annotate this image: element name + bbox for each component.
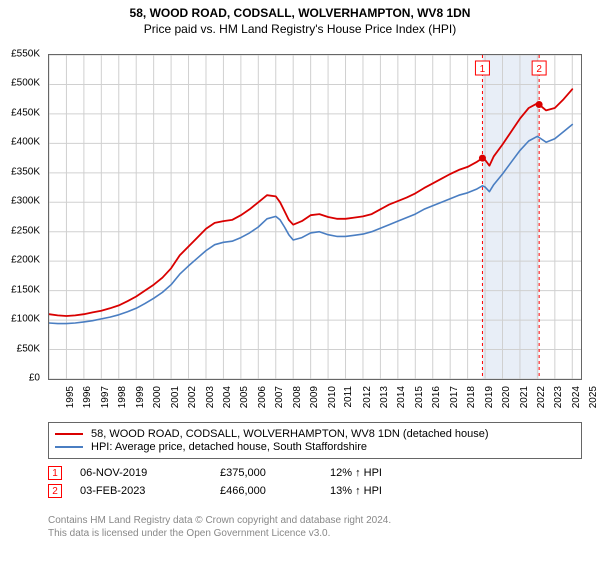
- chart-container: 58, WOOD ROAD, CODSALL, WOLVERHAMPTON, W…: [0, 6, 600, 566]
- svg-text:2: 2: [536, 64, 542, 75]
- sale-price: £375,000: [220, 467, 330, 479]
- x-tick-label: 2006: [257, 386, 268, 408]
- chart-title: 58, WOOD ROAD, CODSALL, WOLVERHAMPTON, W…: [0, 6, 600, 20]
- legend-label-hpi: HPI: Average price, detached house, Sout…: [91, 441, 367, 453]
- x-tick-label: 2003: [204, 386, 215, 408]
- plot-svg: 12: [49, 55, 581, 379]
- x-tick-label: 2011: [343, 386, 354, 408]
- x-tick-label: 2009: [309, 386, 320, 408]
- x-tick-label: 2007: [274, 386, 285, 408]
- x-tick-label: 2024: [571, 386, 582, 408]
- sale-row: 1 06-NOV-2019 £375,000 12% ↑ HPI: [48, 464, 582, 482]
- y-tick-label: £450K: [11, 107, 40, 118]
- x-tick-label: 2015: [414, 386, 425, 408]
- x-tick-label: 2004: [222, 386, 233, 408]
- y-tick-label: £100K: [11, 314, 40, 325]
- y-tick-label: £50K: [17, 343, 40, 354]
- y-tick-label: £150K: [11, 284, 40, 295]
- plot-area: 12: [48, 54, 582, 380]
- y-tick-label: £400K: [11, 137, 40, 148]
- x-tick-label: 1999: [135, 386, 146, 408]
- sales-table: 1 06-NOV-2019 £375,000 12% ↑ HPI 2 03-FE…: [48, 464, 582, 500]
- legend-item-hpi: HPI: Average price, detached house, Sout…: [55, 441, 575, 453]
- sale-date: 06-NOV-2019: [80, 467, 220, 479]
- x-tick-label: 2002: [187, 386, 198, 408]
- y-tick-label: £350K: [11, 166, 40, 177]
- y-tick-label: £200K: [11, 255, 40, 266]
- x-tick-label: 2020: [501, 386, 512, 408]
- svg-text:1: 1: [480, 64, 486, 75]
- x-tick-label: 2001: [169, 386, 180, 408]
- x-tick-label: 2012: [361, 386, 372, 408]
- legend-item-property: 58, WOOD ROAD, CODSALL, WOLVERHAMPTON, W…: [55, 428, 575, 440]
- x-tick-label: 1996: [82, 386, 93, 408]
- x-tick-label: 2022: [536, 386, 547, 408]
- sale-marker-2-icon: 2: [48, 484, 62, 498]
- x-tick-label: 2013: [379, 386, 390, 408]
- x-tick-label: 2023: [553, 386, 564, 408]
- chart-subtitle: Price paid vs. HM Land Registry's House …: [0, 22, 600, 36]
- x-tick-label: 2017: [448, 386, 459, 408]
- y-tick-label: £250K: [11, 225, 40, 236]
- x-tick-label: 2014: [396, 386, 407, 408]
- x-tick-label: 2021: [518, 386, 529, 408]
- sale-row: 2 03-FEB-2023 £466,000 13% ↑ HPI: [48, 482, 582, 500]
- sale-price: £466,000: [220, 485, 330, 497]
- sale-hpi: 12% ↑ HPI: [330, 467, 450, 479]
- legend-label-property: 58, WOOD ROAD, CODSALL, WOLVERHAMPTON, W…: [91, 428, 489, 440]
- y-tick-label: £500K: [11, 78, 40, 89]
- footer-line-2: This data is licensed under the Open Gov…: [48, 527, 582, 540]
- y-tick-label: £300K: [11, 196, 40, 207]
- x-tick-label: 2005: [239, 386, 250, 408]
- y-tick-label: £550K: [11, 49, 40, 60]
- legend-swatch-property: [55, 433, 83, 435]
- x-tick-label: 2018: [466, 386, 477, 408]
- x-tick-label: 2010: [326, 386, 337, 408]
- x-tick-label: 1998: [117, 386, 128, 408]
- footer-line-1: Contains HM Land Registry data © Crown c…: [48, 514, 582, 527]
- x-tick-label: 2008: [292, 386, 303, 408]
- x-tick-label: 1997: [100, 386, 111, 408]
- x-tick-label: 1995: [65, 386, 76, 408]
- y-tick-label: £0: [29, 373, 40, 384]
- x-tick-label: 2016: [431, 386, 442, 408]
- legend: 58, WOOD ROAD, CODSALL, WOLVERHAMPTON, W…: [48, 422, 582, 459]
- x-axis-labels: 1995 1996 1997 1998 1999 2000 2001 2002 2003 2004…: [48, 382, 582, 418]
- x-tick-label: 2019: [483, 386, 494, 408]
- sale-date: 03-FEB-2023: [80, 485, 220, 497]
- y-axis-labels: £0£50K£100K£150K£200K£250K£300K£350K£400…: [0, 54, 44, 380]
- sale-hpi: 13% ↑ HPI: [330, 485, 450, 497]
- x-tick-label: 2000: [152, 386, 163, 408]
- sale-marker-1-icon: 1: [48, 466, 62, 480]
- footer: Contains HM Land Registry data © Crown c…: [48, 514, 582, 540]
- x-tick-label: 2025: [588, 386, 599, 408]
- legend-swatch-hpi: [55, 446, 83, 448]
